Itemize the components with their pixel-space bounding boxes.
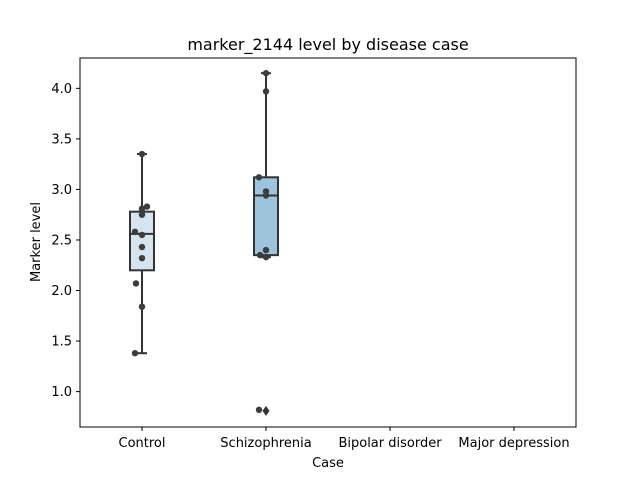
x-axis-label: Case xyxy=(312,456,344,471)
x-tick-label: Control xyxy=(119,436,166,451)
data-point xyxy=(138,254,146,262)
outlier-marker xyxy=(262,405,270,416)
y-tick-label: 2.0 xyxy=(51,284,72,299)
data-point xyxy=(255,174,263,181)
data-point xyxy=(262,69,270,77)
box-group xyxy=(129,150,155,357)
y-axis: 1.0 1.5 2.0 2.5 3.0 3.5 4.0 xyxy=(51,82,80,400)
box-iqr xyxy=(129,210,155,272)
y-tick-label: 3.0 xyxy=(51,183,72,198)
x-tick-label: Bipolar disorder xyxy=(338,436,442,451)
data-point xyxy=(138,211,146,218)
data-point xyxy=(262,188,270,195)
plot-area xyxy=(129,69,279,416)
y-tick-label: 3.5 xyxy=(51,132,72,147)
plot-frame xyxy=(79,57,577,428)
data-point xyxy=(143,203,151,210)
data-point xyxy=(138,231,146,239)
data-point xyxy=(262,253,270,261)
x-tick-label: Major depression xyxy=(458,436,569,451)
data-point xyxy=(255,406,263,414)
y-tick-label: 1.5 xyxy=(51,335,72,350)
data-point xyxy=(138,150,146,158)
data-point xyxy=(262,88,270,95)
data-point xyxy=(132,280,140,287)
y-tick-label: 4.0 xyxy=(51,82,72,97)
x-tick-label: Schizophrenia xyxy=(220,436,311,451)
y-tick-label: 1.0 xyxy=(51,385,72,400)
data-point xyxy=(138,205,146,212)
data-point xyxy=(138,243,146,251)
data-point xyxy=(256,251,264,259)
y-tick-label: 2.5 xyxy=(51,233,72,248)
data-point xyxy=(131,228,139,236)
y-axis-label: Marker level xyxy=(29,202,44,282)
box-group xyxy=(253,69,279,416)
chart-title: marker_2144 level by disease case xyxy=(187,35,468,55)
data-point xyxy=(131,350,139,357)
x-axis: Control Schizophrenia Bipolar disorder Majo… xyxy=(119,427,570,451)
data-point xyxy=(138,303,146,310)
data-point xyxy=(262,246,270,254)
